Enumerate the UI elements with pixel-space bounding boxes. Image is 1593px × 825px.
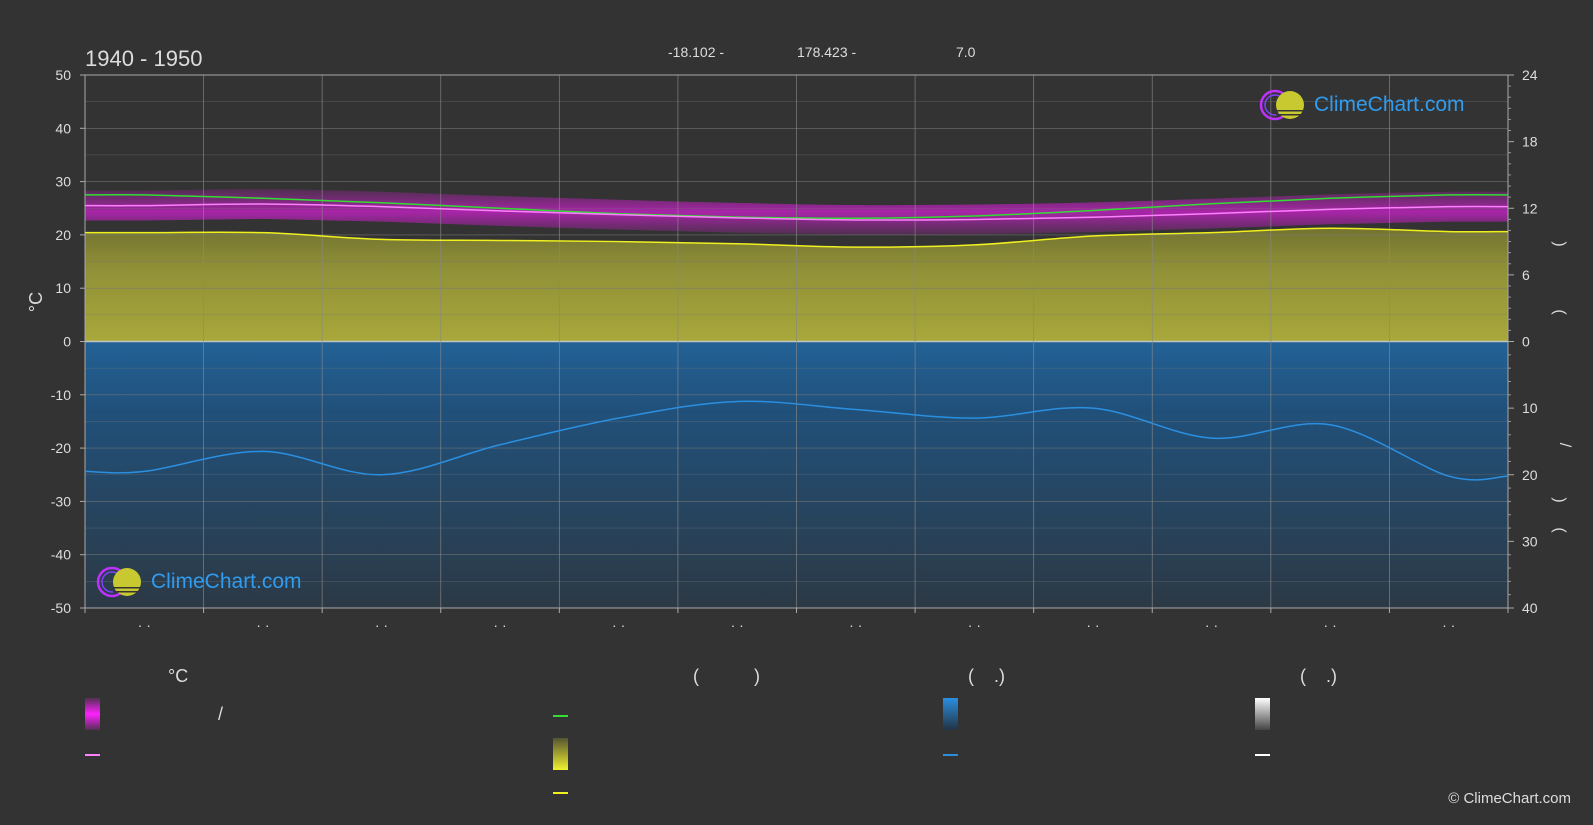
precipitation-line	[84, 400, 1509, 481]
left-tick-label: 30	[55, 174, 71, 190]
copyright: © ClimeChart.com	[1448, 790, 1571, 807]
legend-sun-head: ( )	[693, 666, 760, 686]
right-label-3: /	[1556, 443, 1573, 448]
right-label-2: (	[1551, 309, 1568, 315]
axis-ticks: 50 40 30 20 10 0 -10 -20 -30 -40 -50 24 18 12 6 0 10 20 30…	[51, 67, 1538, 633]
month-tick-label: · ·	[612, 617, 625, 633]
right-tick-label: 0	[1522, 334, 1530, 350]
legend-precip-head: ( .)	[968, 666, 1005, 686]
legend-temp-head: °C	[168, 666, 189, 686]
logo-icon	[96, 566, 141, 598]
right-tick-label: 6	[1522, 267, 1530, 283]
logo-text: ClimeChart.com	[151, 570, 302, 593]
logo-bottom[interactable]: ClimeChart.com	[95, 565, 302, 599]
right-label-1: )	[1551, 241, 1568, 246]
elevation-label: 7.0	[956, 44, 976, 60]
temp-range-slash: /	[218, 704, 224, 724]
left-tick-label: 0	[63, 334, 71, 350]
month-tick-label: · ·	[849, 617, 862, 633]
temp-range-swatch	[85, 698, 100, 730]
sunshine-swatch	[553, 738, 568, 770]
left-tick-label: -50	[51, 600, 71, 616]
chart-title: 1940 - 1950	[85, 46, 202, 71]
left-tick-label: -30	[51, 493, 71, 509]
right-tick-label: 30	[1522, 533, 1538, 549]
daylight-swatch	[553, 715, 568, 717]
series-lines	[84, 193, 1509, 481]
left-tick-label: 50	[55, 67, 71, 83]
month-tick-label: · ·	[1442, 617, 1455, 633]
sunshine-mean-swatch	[553, 792, 568, 794]
left-tick-label: 40	[55, 120, 71, 136]
legend-snow-head: ( .)	[1300, 666, 1337, 686]
month-tick-label: · ·	[493, 617, 506, 633]
month-tick-label: · ·	[1205, 617, 1218, 633]
right-tick-label: 10	[1522, 400, 1538, 416]
left-tick-label: -20	[51, 440, 71, 456]
sunshine-line	[85, 227, 1509, 248]
mean-temperature-line	[84, 203, 1509, 221]
left-tick-label: 20	[55, 227, 71, 243]
snow-swatch	[1255, 698, 1270, 730]
month-tick-label: · ·	[968, 617, 981, 633]
precip-mean-swatch	[943, 754, 958, 756]
right-label-4: )	[1551, 497, 1568, 502]
longitude-label: 178.423 -	[797, 44, 856, 60]
precip-swatch	[943, 698, 958, 730]
month-tick-label: · ·	[731, 617, 744, 633]
grid-lines	[84, 74, 1509, 609]
month-tick-label: · ·	[138, 617, 151, 633]
right-tick-label: 12	[1522, 200, 1538, 216]
right-tick-label: 40	[1522, 600, 1538, 616]
left-tick-label: -40	[51, 547, 71, 563]
month-tick-label: · ·	[1324, 617, 1337, 633]
latitude-label: -18.102 -	[668, 44, 724, 60]
logo-icon	[1259, 89, 1304, 121]
right-tick-label: 20	[1522, 467, 1538, 483]
y-axis-title: °C	[26, 292, 46, 312]
temp-mean-swatch	[85, 754, 100, 756]
month-tick-label: · ·	[1086, 617, 1099, 633]
left-tick-label: 10	[55, 280, 71, 296]
daylight-line	[84, 193, 1509, 220]
left-tick-label: -10	[51, 387, 71, 403]
right-tick-label: 18	[1522, 134, 1538, 150]
month-tick-label: · ·	[256, 617, 269, 633]
snow-mean-swatch	[1255, 754, 1270, 756]
logo-top[interactable]: ClimeChart.com	[1258, 88, 1465, 122]
right-label-5: (	[1551, 527, 1568, 533]
logo-text: ClimeChart.com	[1314, 93, 1465, 116]
right-tick-label: 24	[1522, 67, 1538, 83]
month-tick-label: · ·	[375, 617, 388, 633]
